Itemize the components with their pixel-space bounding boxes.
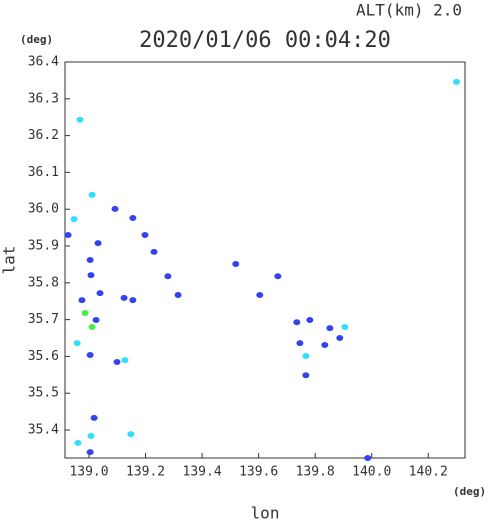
echo-point bbox=[129, 297, 137, 304]
plot-frame bbox=[64, 61, 466, 459]
echo-point bbox=[73, 340, 81, 347]
x-tick-label: 139.4 bbox=[183, 465, 222, 480]
echo-point bbox=[94, 240, 102, 247]
altitude-label: ALT(km) 2.0 bbox=[356, 1, 462, 20]
echo-point bbox=[113, 358, 121, 365]
x-tick-label: 139.8 bbox=[296, 465, 335, 480]
y-tick-label: 36.3 bbox=[28, 91, 59, 106]
echo-point bbox=[141, 231, 149, 238]
echo-point bbox=[64, 231, 72, 238]
echo-point bbox=[127, 431, 135, 438]
echo-point bbox=[90, 414, 98, 421]
echo-point bbox=[296, 340, 304, 347]
echo-point bbox=[364, 455, 372, 461]
echo-point bbox=[256, 291, 264, 298]
y-tick-label: 35.9 bbox=[28, 239, 59, 254]
echo-point bbox=[321, 342, 329, 349]
echo-point bbox=[81, 309, 89, 316]
y-tick-label: 35.5 bbox=[28, 386, 59, 401]
echo-point bbox=[302, 372, 310, 379]
echo-point bbox=[70, 216, 78, 223]
echo-point bbox=[86, 257, 94, 263]
echo-point bbox=[92, 316, 100, 323]
echo-point bbox=[86, 449, 94, 456]
echo-point bbox=[111, 205, 119, 212]
y-tick-label: 35.4 bbox=[28, 423, 59, 438]
echo-point bbox=[326, 325, 334, 332]
echo-point bbox=[78, 297, 86, 304]
y-tick-label: 36.2 bbox=[28, 128, 59, 143]
echo-point bbox=[87, 432, 95, 439]
y-unit: (deg) bbox=[20, 33, 53, 46]
echo-point bbox=[150, 248, 158, 255]
x-unit: (deg) bbox=[453, 485, 486, 498]
echo-point bbox=[306, 316, 314, 323]
x-tick-label: 139.0 bbox=[69, 465, 108, 480]
echo-point bbox=[293, 319, 301, 326]
echo-point bbox=[121, 357, 129, 364]
echo-point bbox=[88, 323, 96, 330]
x-tick-label: 140.2 bbox=[409, 465, 448, 480]
echo-point bbox=[336, 335, 344, 342]
y-tick-label: 35.8 bbox=[28, 275, 59, 290]
echo-point bbox=[274, 273, 282, 280]
x-tick-label: 140.0 bbox=[352, 465, 391, 480]
y-axis-label: lat bbox=[0, 246, 19, 275]
x-tick-label: 139.2 bbox=[126, 465, 165, 480]
echo-point bbox=[174, 291, 182, 298]
echo-point bbox=[96, 290, 104, 297]
echo-point bbox=[129, 215, 137, 222]
y-tick-label: 35.7 bbox=[28, 312, 59, 327]
y-tick-label: 36.1 bbox=[28, 165, 59, 180]
echo-point bbox=[302, 353, 310, 360]
y-tick-label: 35.6 bbox=[28, 349, 59, 364]
x-axis-label: lon bbox=[251, 504, 280, 521]
echo-point bbox=[88, 191, 96, 198]
y-tick-label: 36.0 bbox=[28, 202, 59, 217]
echo-point bbox=[341, 323, 349, 330]
echo-point bbox=[86, 351, 94, 358]
echo-point bbox=[453, 78, 461, 85]
x-tick-label: 139.6 bbox=[239, 465, 278, 480]
echo-point bbox=[232, 261, 240, 268]
echo-point bbox=[120, 294, 128, 301]
echo-point bbox=[87, 272, 95, 279]
echo-point bbox=[164, 273, 172, 280]
chart-title: 2020/01/06 00:04:20 bbox=[139, 28, 391, 53]
echo-point bbox=[76, 116, 84, 123]
y-tick-label: 36.4 bbox=[28, 55, 59, 70]
echo-point bbox=[74, 439, 82, 446]
